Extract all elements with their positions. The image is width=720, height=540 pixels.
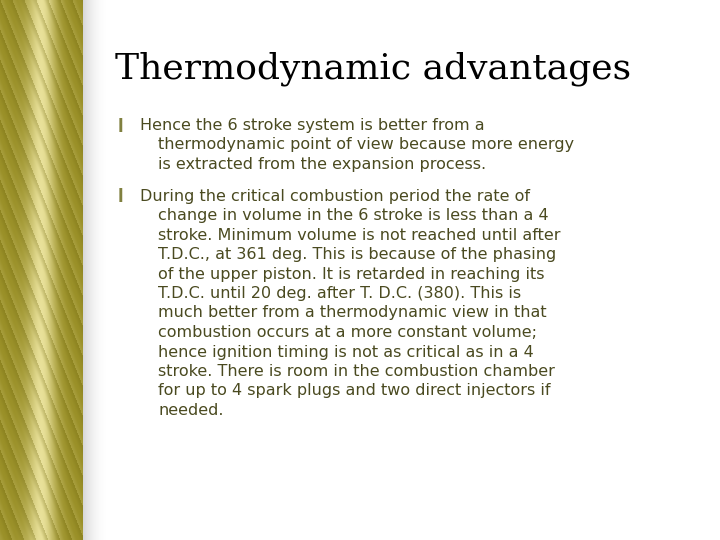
Text: Thermodynamic advantages: Thermodynamic advantages: [115, 52, 631, 86]
Text: for up to 4 spark plugs and two direct injectors if: for up to 4 spark plugs and two direct i…: [158, 383, 551, 399]
Text: l: l: [118, 118, 124, 136]
Text: of the upper piston. It is retarded in reaching its: of the upper piston. It is retarded in r…: [158, 267, 544, 281]
Text: thermodynamic point of view because more energy: thermodynamic point of view because more…: [158, 138, 574, 152]
Text: hence ignition timing is not as critical as in a 4: hence ignition timing is not as critical…: [158, 345, 534, 360]
Text: stroke. There is room in the combustion chamber: stroke. There is room in the combustion …: [158, 364, 555, 379]
Text: l: l: [118, 188, 124, 206]
Text: is extracted from the expansion process.: is extracted from the expansion process.: [158, 157, 486, 172]
Text: T.D.C., at 361 deg. This is because of the phasing: T.D.C., at 361 deg. This is because of t…: [158, 247, 557, 262]
Text: During the critical combustion period the rate of: During the critical combustion period th…: [140, 188, 530, 204]
Text: Hence the 6 stroke system is better from a: Hence the 6 stroke system is better from…: [140, 118, 485, 133]
Text: change in volume in the 6 stroke is less than a 4: change in volume in the 6 stroke is less…: [158, 208, 549, 223]
Text: needed.: needed.: [158, 403, 223, 418]
Text: much better from a thermodynamic view in that: much better from a thermodynamic view in…: [158, 306, 546, 321]
Text: T.D.C. until 20 deg. after T. D.C. (380). This is: T.D.C. until 20 deg. after T. D.C. (380)…: [158, 286, 521, 301]
Text: combustion occurs at a more constant volume;: combustion occurs at a more constant vol…: [158, 325, 537, 340]
Text: stroke. Minimum volume is not reached until after: stroke. Minimum volume is not reached un…: [158, 227, 560, 242]
